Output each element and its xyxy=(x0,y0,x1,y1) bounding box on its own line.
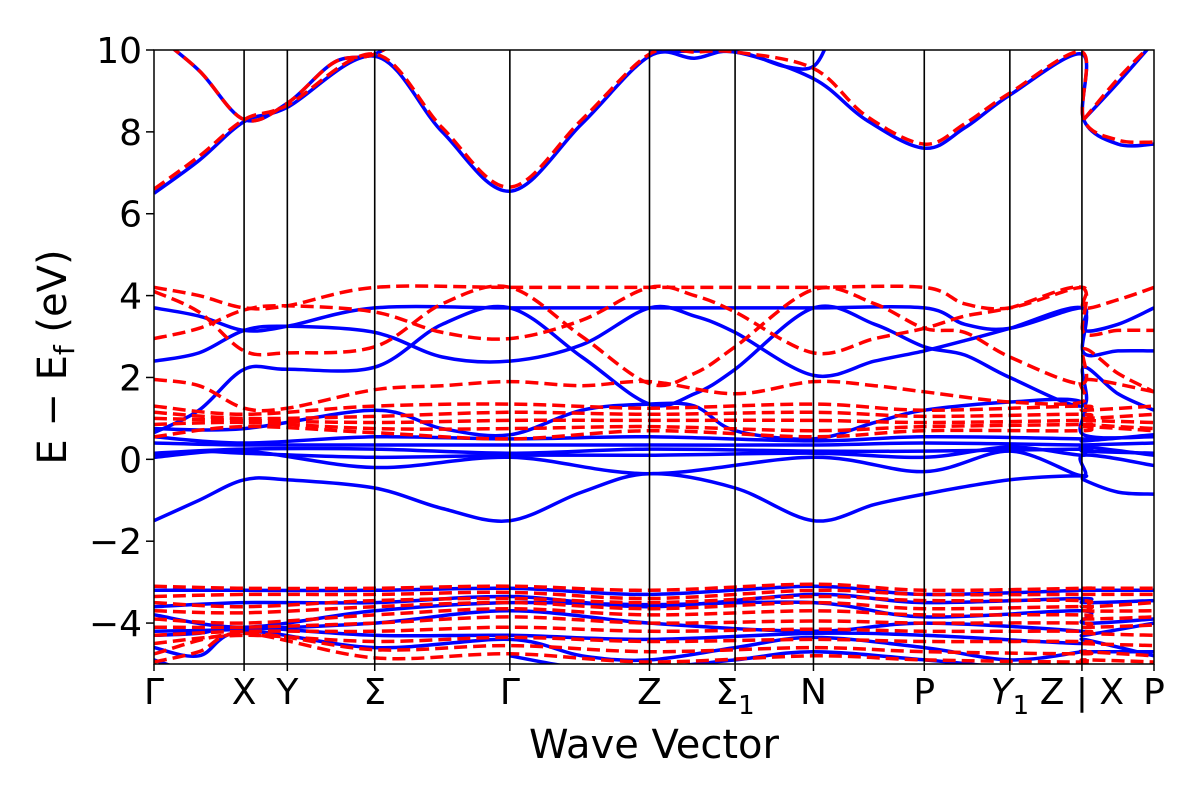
y-axis-label: E − Ef (eV) xyxy=(30,249,81,464)
y-axis-label-subscript: f xyxy=(48,344,81,355)
dashed-band-line-20 xyxy=(154,631,1154,658)
y-tick-label-3: 2 xyxy=(119,358,142,399)
plot-frame xyxy=(153,49,1155,665)
x-tick-label-7: N xyxy=(800,672,827,713)
y-tick-label-4: 4 xyxy=(119,277,142,318)
y-tick-label-0: −4 xyxy=(89,604,142,645)
x-tick-label-8: P xyxy=(913,672,935,713)
solid-band-line-7 xyxy=(154,397,1154,441)
dashed-band-line-14 xyxy=(154,594,1154,609)
x-tick-label-5: Z xyxy=(637,672,662,713)
solid-band-line-14 xyxy=(154,584,1154,597)
x-tick-label-3: Σ xyxy=(363,672,386,713)
solid-band-line-5 xyxy=(154,304,1154,379)
solid-band-line-0 xyxy=(154,50,1154,195)
solid-band-line-8 xyxy=(154,433,1154,445)
solid-band-line-3 xyxy=(649,50,827,71)
dashed-band-line-9 xyxy=(154,416,1154,425)
dashed-band-line-15 xyxy=(154,600,1154,615)
y-tick-label-5: 6 xyxy=(119,195,142,236)
dashed-band-line-11 xyxy=(154,424,1154,441)
y-tick-label-1: −2 xyxy=(89,522,142,563)
solid-band-line-10 xyxy=(154,446,1154,455)
dashed-band-line-8 xyxy=(154,410,1154,421)
dashed-band-line-16 xyxy=(154,606,1154,625)
y-axis-label-main: E − E xyxy=(30,355,76,465)
x-tick-label-9: Y1 xyxy=(991,672,1030,721)
dashed-band-line-18 xyxy=(154,625,1154,638)
x-tick-label-2: Y xyxy=(275,672,299,713)
solid-band-line-13 xyxy=(154,471,1154,523)
x-axis-label: Wave Vector xyxy=(529,722,780,768)
dashed-band-line-13 xyxy=(154,588,1154,601)
x-tick-label-6: Σ1 xyxy=(715,672,754,721)
dashed-band-line-5 xyxy=(154,284,1154,356)
dashed-band-line-0 xyxy=(154,50,1154,191)
x-tick-label-11: P xyxy=(1143,672,1165,713)
dashed-band-line-19 xyxy=(154,633,1154,648)
x-tick-label-1: X xyxy=(232,672,257,713)
y-tick-label-6: 8 xyxy=(119,113,142,154)
high-symmetry-lines xyxy=(243,50,1083,664)
y-axis-ticks: −4 −2 0 2 4 6 8 10 xyxy=(89,31,154,645)
y-tick-label-2: 0 xyxy=(119,440,142,481)
x-tick-label-10: Z | X xyxy=(1040,672,1124,713)
x-tick-label-0: Γ xyxy=(144,672,164,713)
dashed-band-line-2 xyxy=(1082,50,1149,121)
dashed-band-line-12 xyxy=(154,582,1154,593)
dashed-band-line-4 xyxy=(154,284,1154,394)
dashed-band-line-17 xyxy=(154,615,1154,630)
y-tick-label-7: 10 xyxy=(96,31,142,72)
dashed-band-line-7 xyxy=(154,402,1154,417)
x-tick-label-4: Γ xyxy=(500,672,520,713)
band-lines xyxy=(154,50,1154,664)
solid-band-line-9 xyxy=(154,441,1154,447)
y-axis-label-unit: (eV) xyxy=(30,249,76,345)
dashed-band-line-10 xyxy=(154,420,1154,433)
x-axis-ticks: Γ X Y Σ Γ Z Σ1 N P Y1 Z | X P xyxy=(144,664,1165,721)
